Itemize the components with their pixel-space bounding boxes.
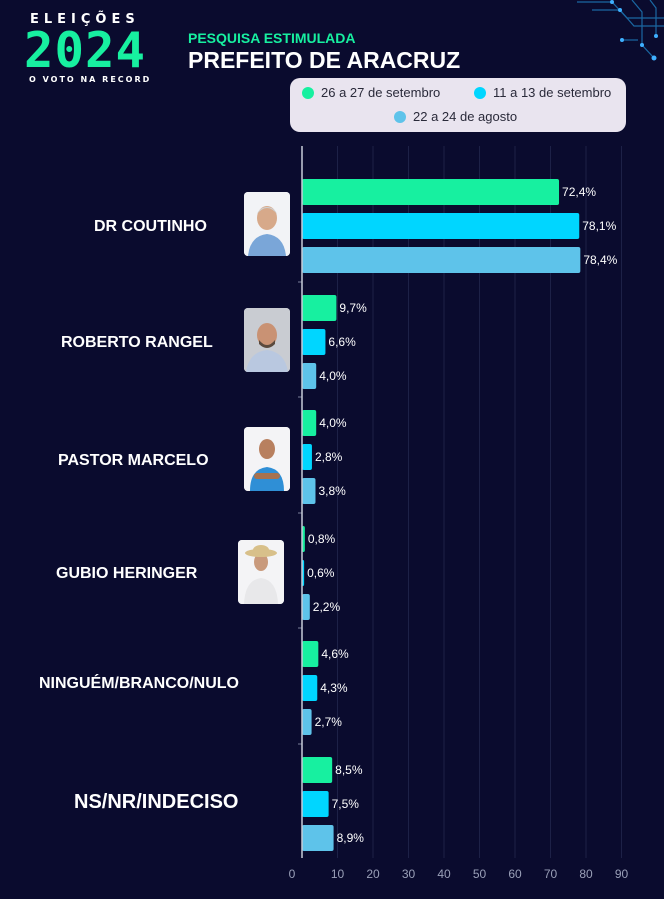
bar <box>302 247 581 273</box>
x-tick-label: 10 <box>331 867 345 881</box>
legend-swatch-series-3 <box>394 110 406 123</box>
chart-legend: 26 a 27 de setembro 11 a 13 de setembro … <box>290 78 626 132</box>
data-label: 8,9% <box>337 831 365 845</box>
x-tick-label: 40 <box>437 867 451 881</box>
category-label-dr-coutinho: DR COUTINHO <box>94 218 207 235</box>
data-label: 4,0% <box>319 416 347 430</box>
data-label: 4,0% <box>319 369 347 383</box>
x-tick-label: 30 <box>402 867 416 881</box>
data-label: 78,1% <box>582 219 616 233</box>
category-label-roberto-rangel: ROBERTO RANGEL <box>61 334 213 351</box>
data-label: 2,8% <box>315 450 343 464</box>
bar <box>302 213 580 239</box>
legend-item-series-2: 11 a 13 de setembro <box>474 85 611 100</box>
bar <box>302 410 317 436</box>
x-tick-label: 20 <box>366 867 380 881</box>
eleicoes-2024-logo: ELEIÇÕES 2024 O VOTO NA RECORD <box>24 12 174 88</box>
bar <box>302 478 316 504</box>
circuit-decoration-icon <box>577 0 664 61</box>
data-label: 4,6% <box>321 647 349 661</box>
logo-top-text: ELEIÇÕES <box>30 12 140 27</box>
bar <box>302 825 334 851</box>
data-label: 72,4% <box>562 185 596 199</box>
bar <box>302 295 337 321</box>
roberto-rangel-photo <box>244 308 290 372</box>
logo-year-text: 2024 <box>24 22 147 79</box>
data-label: 4,3% <box>320 681 348 695</box>
category-label-indeciso: NS/NR/INDECISO <box>74 791 239 813</box>
data-label: 9,7% <box>339 301 367 315</box>
data-label: 2,2% <box>313 600 341 614</box>
x-tick-label: 60 <box>508 867 522 881</box>
bar <box>302 675 318 701</box>
x-tick-label: 90 <box>615 867 629 881</box>
legend-label-series-3: 22 a 24 de agosto <box>413 109 518 124</box>
data-label: 0,6% <box>307 566 335 580</box>
legend-swatch-series-1 <box>302 86 314 99</box>
data-label: 2,7% <box>315 715 343 729</box>
dr-coutinho-photo <box>244 192 290 256</box>
bar <box>302 641 319 667</box>
legend-swatch-series-2 <box>474 86 486 99</box>
category-label-gubio-heringer: GUBIO HERINGER <box>56 565 198 582</box>
data-label: 78,4% <box>583 253 617 267</box>
data-label: 7,5% <box>332 797 360 811</box>
data-label: 6,6% <box>328 335 356 349</box>
bar <box>302 709 312 735</box>
logo-subtitle-text: O VOTO NA RECORD <box>29 75 152 84</box>
bar <box>302 757 333 783</box>
data-label: 8,5% <box>335 763 363 777</box>
gubio-heringer-photo <box>238 540 284 604</box>
bar <box>302 791 329 817</box>
x-tick-label: 80 <box>579 867 593 881</box>
chart-title: PREFEITO DE ARACRUZ <box>188 47 461 73</box>
x-tick-label: 70 <box>544 867 558 881</box>
data-label: 0,8% <box>308 532 336 546</box>
bar <box>302 444 312 470</box>
legend-item-series-1: 26 a 27 de setembro <box>302 85 440 100</box>
bar <box>302 363 317 389</box>
bar <box>302 179 560 205</box>
bar <box>302 594 310 620</box>
x-tick-label: 50 <box>473 867 487 881</box>
bar <box>302 329 326 355</box>
legend-label-series-1: 26 a 27 de setembro <box>321 85 441 100</box>
pastor-marcelo-photo <box>244 427 290 491</box>
category-label-nenhum-branco-nulo: NINGUÉM/BRANCO/NULO <box>39 675 239 692</box>
data-label: 3,8% <box>318 484 346 498</box>
survey-kicker: PESQUISA ESTIMULADA <box>188 30 356 46</box>
legend-item-series-3: 22 a 24 de agosto <box>394 109 517 124</box>
legend-label-series-2: 11 a 13 de setembro <box>493 85 612 100</box>
x-tick-label: 0 <box>289 867 296 881</box>
category-label-pastor-marcelo: PASTOR MARCELO <box>58 452 209 469</box>
